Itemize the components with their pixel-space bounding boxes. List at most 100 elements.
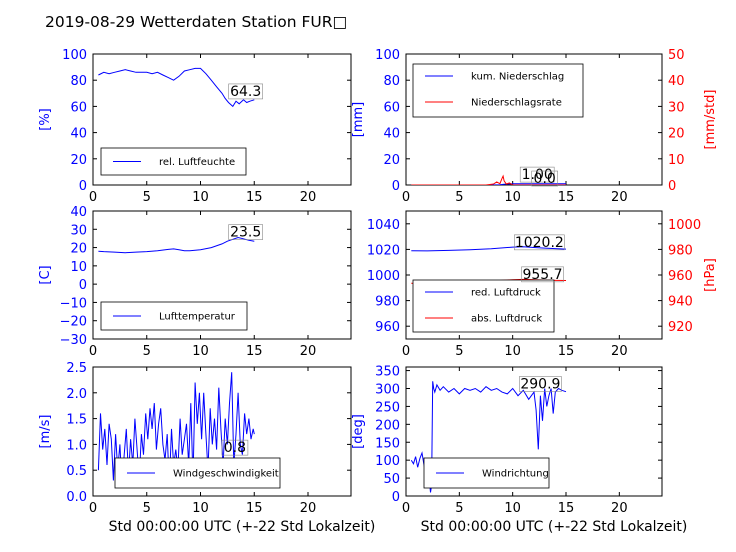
value-annotation: 0.8: [224, 440, 246, 456]
x-tick-label: 15: [246, 344, 263, 359]
series-line-temperature-0: [98, 236, 255, 254]
chart-windspeed: 0 5 10 15 20 0.0 0.5 1.0 1.5 2.0 2.5 [m/s] Std 00:00…: [38, 361, 375, 535]
y-right-tick-label: 980: [668, 243, 693, 258]
legend: Windrichtung: [423, 457, 550, 489]
annotation-box: [228, 224, 263, 240]
y-tick-label: 0: [79, 278, 87, 293]
chart-pressure: 0 5 10 15 20 960 980 1000 1020 1040 920 940 960 980 10…: [367, 210, 718, 359]
x-tick-label: 15: [558, 190, 575, 205]
y-tick-label: 2.0: [66, 387, 87, 402]
y-tick-label: 0.5: [66, 464, 87, 479]
x-tick-label: 20: [300, 501, 317, 516]
x-tick-label: 20: [300, 190, 317, 205]
y-tick-label: 60: [383, 100, 400, 115]
y-tick-label: 20: [70, 242, 87, 257]
legend-entry: abs. Luftdruck: [471, 314, 542, 325]
y-tick-label: −20: [60, 315, 87, 330]
y-right-tick-label: 10: [668, 153, 685, 168]
value-annotation: 955.7: [522, 267, 562, 283]
value-annotation: 1020.2: [515, 235, 564, 251]
legend-box: [412, 63, 584, 118]
y-tick-label: 1.0: [66, 438, 87, 453]
annotation-box: [519, 166, 555, 183]
y-right-tick-label: 30: [668, 100, 685, 115]
x-tick-label: 10: [192, 344, 209, 359]
y-tick-label: 1040: [367, 218, 400, 233]
y-right-tick-label: 960: [668, 269, 693, 284]
y-right-tick-label: 50: [668, 48, 685, 63]
value-annotation: 0.0: [534, 171, 556, 187]
legend-entry: Windrichtung: [482, 469, 549, 480]
x-tick-label: 10: [504, 344, 521, 359]
x-tick-label: 0: [402, 501, 410, 516]
series-line-precipitation-1: [411, 174, 566, 185]
x-tick-label: 10: [192, 190, 209, 205]
annotation-box: [221, 439, 249, 456]
series-line-pressure-0: [411, 246, 567, 252]
x-tick-label: 15: [246, 501, 263, 516]
y-tick-label: 100: [375, 48, 400, 63]
x-tick-label: 20: [300, 344, 317, 359]
y-right-tick-label: 1000: [668, 218, 701, 233]
y-right-tick-label: 0: [668, 179, 676, 194]
value-annotation: 64.3: [230, 84, 261, 100]
x-tick-label: 20: [611, 344, 628, 359]
x-tick-label: 0: [402, 190, 410, 205]
y-tick-label: 0: [79, 179, 87, 194]
y-tick-label: 50: [383, 472, 400, 487]
annotation-box: [531, 170, 558, 187]
annotation-box: [514, 234, 565, 251]
y-tick-label: 300: [375, 383, 400, 398]
legend-box: [423, 457, 550, 489]
y-tick-label: 40: [70, 127, 87, 142]
plot-frame: [92, 53, 352, 186]
y-right-tick-label: 40: [668, 74, 685, 89]
x-tick-label: 5: [143, 190, 151, 205]
legend: red. Luftdruck abs. Luftdruck: [412, 279, 555, 333]
x-axis-label: Std 00:00:00 UTC (+-22 Std Lokalzeit): [421, 519, 688, 535]
y-tick-label: 1000: [367, 269, 400, 284]
chart-temperature: 0 5 10 15 20 −30 −20 −10 0 10 20 30 40 [C] Lufttempera…: [38, 205, 352, 359]
y-tick-label: 250: [375, 400, 400, 415]
legend-entry: red. Luftdruck: [471, 288, 541, 299]
y-tick-label: 40: [383, 127, 400, 142]
annotation-box: [521, 266, 564, 283]
y-axis-label: [C]: [38, 265, 53, 284]
x-tick-label: 0: [89, 344, 97, 359]
x-tick-label: 5: [143, 501, 151, 516]
chart-precipitation: 0 5 10 15 20 0 20 40 60 80 100 0 10 20 30 40 50 [mm] [mm/s…: [351, 48, 718, 205]
y-axis-label: [%]: [38, 108, 53, 131]
y-tick-label: 80: [383, 74, 400, 89]
y-right-axis-label: [mm/std]: [703, 90, 718, 150]
x-tick-label: 10: [504, 501, 521, 516]
y-tick-label: 30: [70, 223, 87, 238]
y-tick-label: 200: [375, 418, 400, 433]
x-tick-label: 20: [611, 501, 628, 516]
y-tick-label: 2.5: [66, 361, 87, 376]
legend-entry: Lufttemperatur: [159, 312, 236, 323]
plot-frame: [405, 366, 663, 497]
y-tick-label: 10: [70, 260, 87, 275]
y-tick-label: 0: [392, 490, 400, 505]
annotation-box: [519, 376, 562, 392]
legend: rel. Luftfeuchte: [100, 147, 247, 176]
x-tick-label: 20: [611, 190, 628, 205]
legend-entry: rel. Luftfeuchte: [159, 157, 235, 168]
annotation-box: [228, 83, 263, 100]
figure-title: 2019-08-29 Wetterdaten Station FUR□: [45, 13, 347, 31]
y-tick-label: 0.0: [66, 490, 87, 505]
legend: Lufttemperatur: [100, 301, 248, 331]
y-tick-label: 980: [375, 295, 400, 310]
y-tick-label: 1.5: [66, 413, 87, 428]
legend-entry: Windgeschwindigkeit: [173, 469, 279, 480]
y-tick-label: 1020: [367, 243, 400, 258]
x-tick-label: 5: [455, 501, 463, 516]
legend-entry: Niederschlagsrate: [471, 98, 562, 109]
x-tick-label: 0: [89, 501, 97, 516]
value-annotation: 290.9: [520, 377, 560, 393]
y-tick-label: 20: [383, 153, 400, 168]
y-tick-label: −10: [60, 296, 87, 311]
x-tick-label: 10: [192, 501, 209, 516]
